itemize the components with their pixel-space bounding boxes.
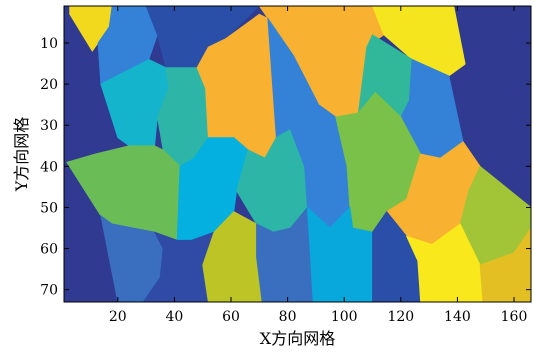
plot-frame xyxy=(63,5,532,303)
x-tick-label: 120 xyxy=(387,309,414,325)
y-tick-label: 20 xyxy=(40,77,58,93)
x-tick-label: 80 xyxy=(279,309,297,325)
x-tick-label: 160 xyxy=(501,309,528,325)
heatmap-regions xyxy=(66,6,531,302)
x-tick-label: 40 xyxy=(165,309,183,325)
x-axis-ticks: 20 40 60 80 100 120 140 160 xyxy=(109,6,528,325)
y-tick-label: 50 xyxy=(40,200,58,216)
x-tick-label: 100 xyxy=(331,309,358,325)
x-tick-label: 60 xyxy=(222,309,240,325)
x-axis-label: X方向网格 xyxy=(260,329,335,348)
y-axis-label: Y方向网格 xyxy=(12,117,31,193)
y-axis-ticks: 10 20 30 40 50 60 70 xyxy=(40,36,531,299)
x-tick-label: 20 xyxy=(109,309,127,325)
x-tick-label: 140 xyxy=(444,309,471,325)
y-tick-label: 30 xyxy=(40,118,58,134)
y-tick-label: 70 xyxy=(40,283,58,299)
y-tick-label: 60 xyxy=(40,242,58,258)
region-cell-27 xyxy=(479,227,531,302)
y-tick-label: 40 xyxy=(40,159,58,175)
y-tick-label: 10 xyxy=(40,36,58,52)
